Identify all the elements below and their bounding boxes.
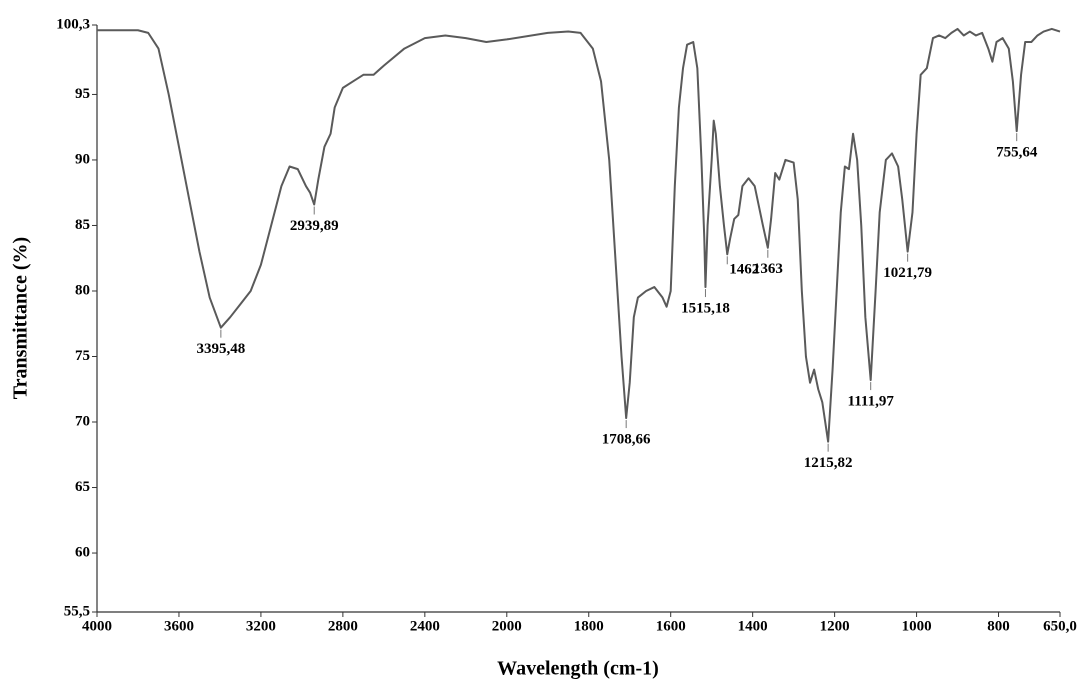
y-tick-label: 90 — [75, 151, 90, 167]
y-axis-title: Transmittance (%) — [10, 237, 32, 399]
spectrum-line — [97, 27, 1061, 443]
x-axis-title: Wavelength (cm-1) — [497, 658, 659, 680]
y-tick-label: 85 — [75, 217, 90, 233]
x-tick-label: 2000 — [492, 618, 522, 634]
x-tick-label: 3200 — [246, 618, 276, 634]
x-tick-label: 3600 — [164, 618, 194, 634]
peak-label: 1462 — [729, 262, 759, 278]
y-tick-label: 55,5 — [64, 603, 90, 619]
x-tick-label: 2400 — [410, 618, 440, 634]
x-tick-label: 1000 — [902, 618, 932, 634]
x-tick-label: 650,0 — [1043, 618, 1077, 634]
x-tick-label: 4000 — [82, 618, 112, 634]
y-tick-label: 80 — [75, 282, 90, 298]
peak-label: 755,64 — [996, 145, 1038, 161]
x-tick-label: 1400 — [738, 618, 768, 634]
peak-label: 1021,79 — [883, 265, 932, 281]
peak-label: 3395,48 — [196, 341, 245, 357]
peak-label: 1515,18 — [681, 300, 730, 316]
x-tick-label: 1200 — [820, 618, 850, 634]
y-tick-label: 100,3 — [56, 16, 90, 32]
y-tick-label: 70 — [75, 413, 90, 429]
peak-label: 1708,66 — [602, 432, 651, 448]
y-tick-label: 95 — [75, 86, 90, 102]
y-tick-label: 75 — [75, 348, 90, 364]
x-tick-label: 2800 — [328, 618, 358, 634]
peak-label: 1363 — [753, 261, 783, 277]
peak-label: 1111,97 — [848, 394, 895, 410]
x-tick-label: 1800 — [574, 618, 604, 634]
y-tick-label: 60 — [75, 544, 90, 560]
x-tick-label: 1600 — [656, 618, 686, 634]
peak-label: 2939,89 — [290, 218, 339, 234]
x-tick-label: 800 — [987, 618, 1010, 634]
y-tick-label: 65 — [75, 479, 90, 495]
peak-label: 1215,82 — [804, 455, 853, 471]
